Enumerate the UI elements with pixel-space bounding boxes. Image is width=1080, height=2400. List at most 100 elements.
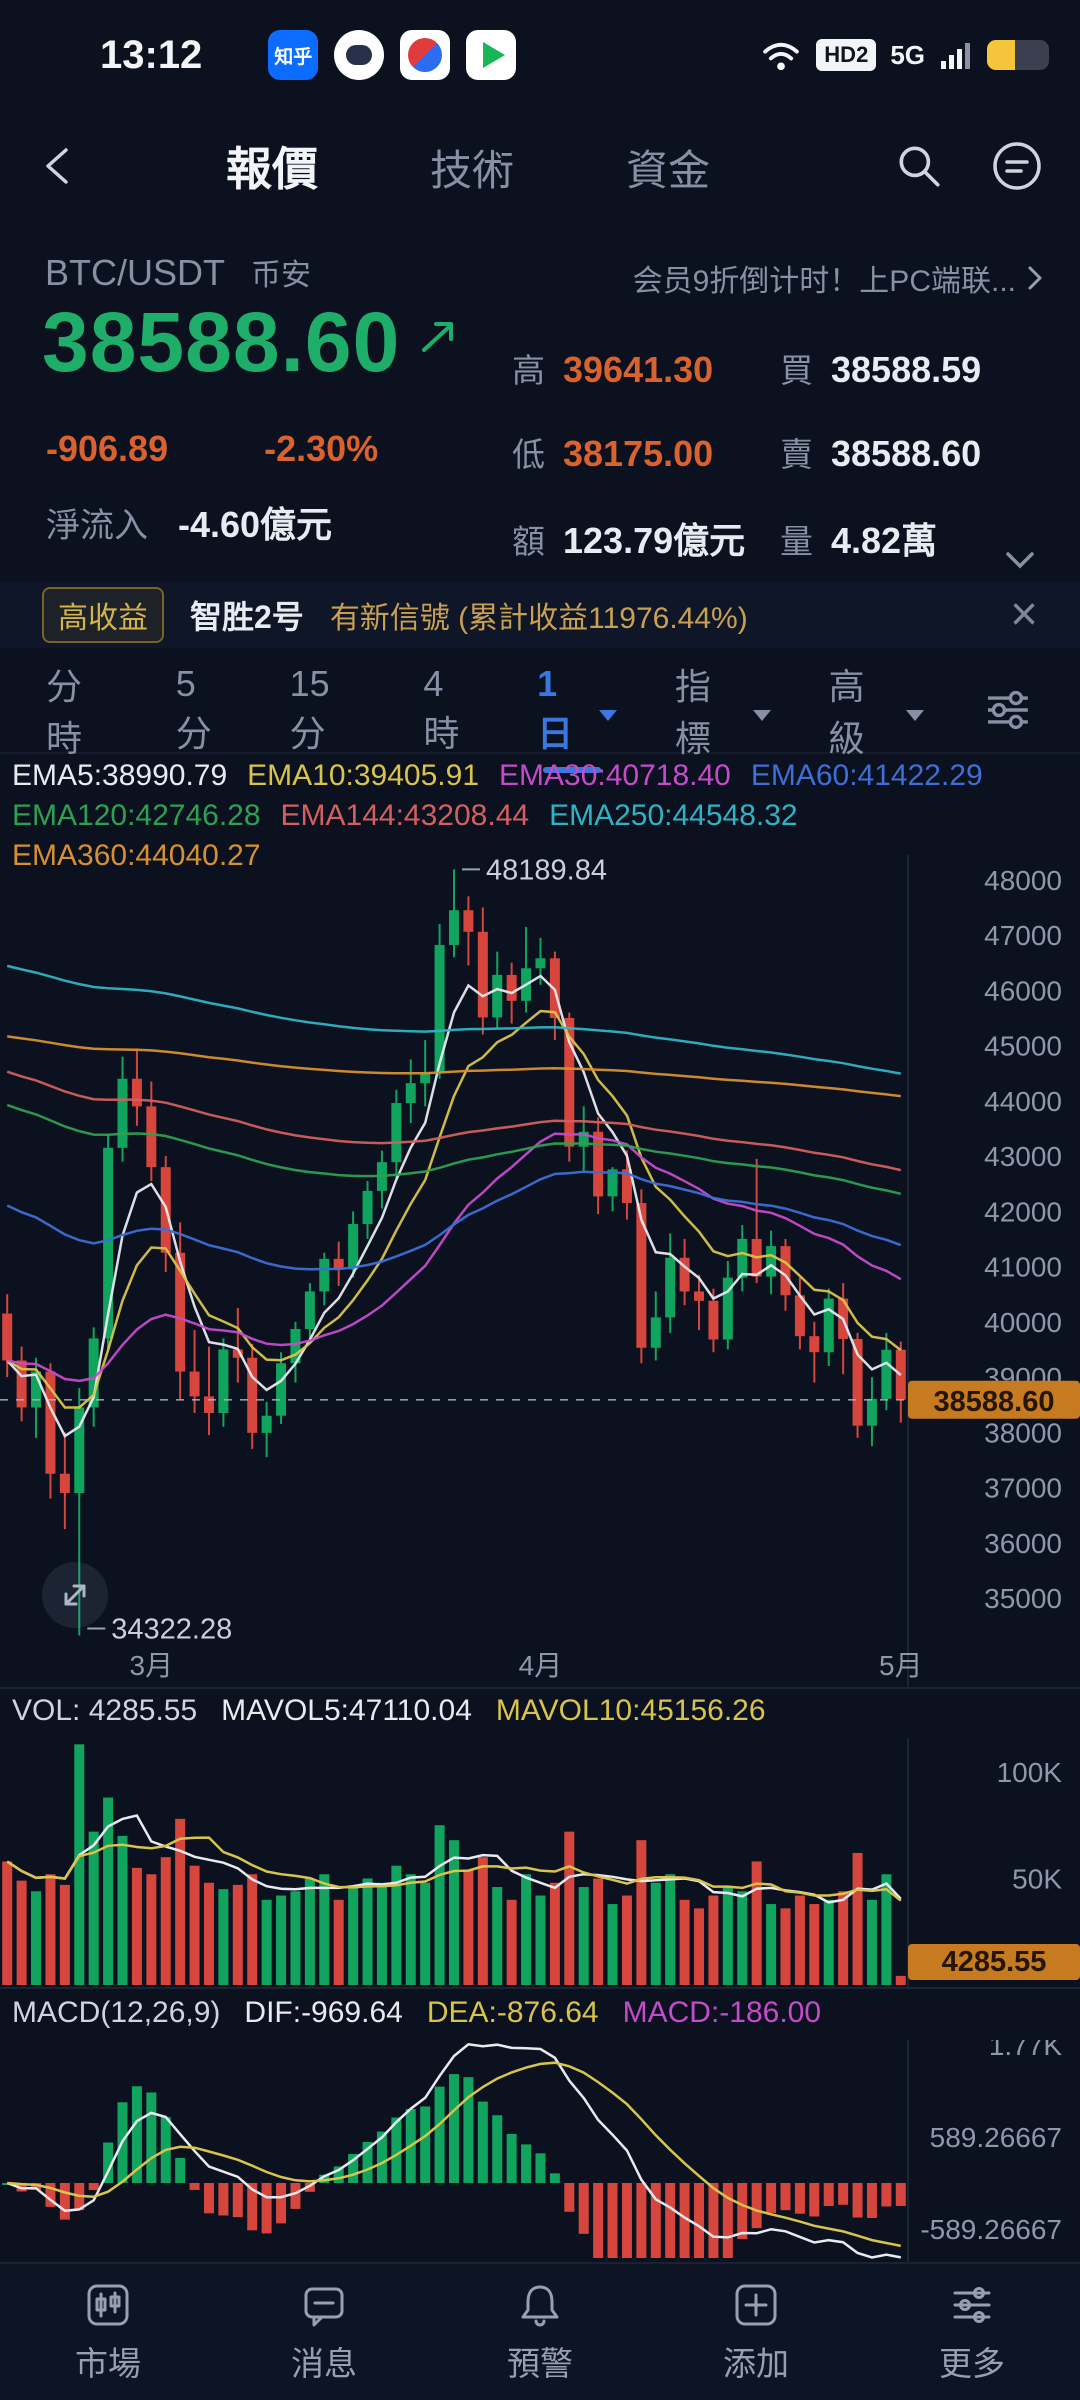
svg-text:44000: 44000: [984, 1086, 1062, 1117]
svg-text:589.26667: 589.26667: [930, 2122, 1062, 2153]
nav-messages[interactable]: 消息: [216, 2264, 432, 2400]
tf-15min[interactable]: 15分: [289, 663, 330, 754]
indicator-settings-icon[interactable]: [982, 688, 1034, 732]
menu-icon[interactable]: [990, 139, 1044, 193]
tab-quotes[interactable]: 報價: [226, 143, 318, 195]
message-icon: [304, 2287, 344, 2327]
nav-tabs: 報價 技術 資金: [226, 133, 710, 199]
ema-label: EMA60:41422.29: [750, 759, 983, 792]
clock: 13:12: [100, 32, 203, 77]
battery-icon: [987, 40, 1049, 70]
chevron-right-icon: [1028, 266, 1042, 290]
promo-banner-link[interactable]: 会员9折倒计时！上PC端联...: [633, 256, 1046, 300]
svg-text:5月: 5月: [879, 1650, 923, 1681]
svg-text:34322.28: 34322.28: [111, 1613, 232, 1645]
add-icon: [735, 2284, 777, 2326]
stat-volume: 量 4.82萬: [780, 520, 938, 561]
stat-bid: 買 38588.59: [780, 349, 982, 390]
nav-add[interactable]: 添加: [648, 2264, 864, 2400]
svg-text:37000: 37000: [984, 1473, 1062, 1504]
ema-label: EMA5:38990.79: [12, 759, 228, 792]
notification-icons: 知乎: [268, 30, 517, 80]
back-icon[interactable]: [36, 142, 84, 190]
tab-technical[interactable]: 技術: [430, 147, 515, 194]
macd-legend: MACD(12,26,9) DIF:-969.64 DEA:-876.64 MA…: [12, 1996, 821, 2030]
svg-text:45000: 45000: [984, 1031, 1062, 1062]
video-app-icon: [466, 30, 517, 80]
svg-text:100K: 100K: [997, 1757, 1063, 1788]
chevron-down-icon: [906, 709, 925, 721]
chevron-down-icon: [752, 709, 771, 721]
ema-label: EMA250:44548.32: [549, 799, 798, 832]
tf-intraday[interactable]: 分時: [46, 666, 83, 759]
svg-text:46000: 46000: [984, 975, 1062, 1006]
svg-text:47000: 47000: [984, 920, 1062, 951]
mavol5-label: MAVOL5:47110.04: [221, 1694, 472, 1727]
price-change-pct: -2.30%: [264, 428, 379, 469]
expand-chart-icon[interactable]: [42, 1562, 108, 1628]
tf-1day[interactable]: 1日: [537, 663, 617, 773]
search-icon[interactable]: [894, 141, 944, 191]
svg-text:-589.26667: -589.26667: [920, 2214, 1062, 2245]
tf-indicators[interactable]: 指標: [675, 658, 771, 762]
zhihu-app-icon: 知乎: [268, 30, 319, 80]
stat-turnover: 額 123.79億元: [512, 520, 746, 561]
status-bar: 13:12 知乎 HD2 5G: [0, 0, 1080, 110]
svg-text:38588.60: 38588.60: [934, 1386, 1055, 1418]
volume-legend: VOL: 4285.55 MAVOL5:47110.04 MAVOL10:451…: [12, 1694, 766, 1728]
tab-funds[interactable]: 資金: [626, 147, 711, 194]
trend-up-icon: [422, 322, 454, 352]
dif-label: DIF:-969.64: [244, 1996, 403, 2029]
svg-text:50K: 50K: [1012, 1864, 1062, 1895]
tf-5min[interactable]: 5分: [175, 663, 212, 754]
svg-text:1.77K: 1.77K: [989, 2040, 1062, 2061]
browser-app-icon: [400, 30, 451, 80]
wifi-icon: [763, 42, 800, 71]
chat-app-icon: [334, 30, 385, 80]
quote-expand-chevron-icon[interactable]: [1000, 548, 1040, 574]
svg-text:48000: 48000: [984, 865, 1062, 896]
more-icon: [953, 2287, 991, 2323]
ema-label: EMA30:40718.40: [499, 759, 731, 792]
vol-value-label: VOL: 4285.55: [12, 1694, 198, 1727]
svg-text:35000: 35000: [984, 1583, 1062, 1614]
strategy-name: 智胜2号: [190, 599, 304, 635]
nav-alerts[interactable]: 預警: [432, 2264, 648, 2400]
price-row: 38588.60: [42, 298, 460, 386]
svg-text:4285.55: 4285.55: [942, 1946, 1047, 1978]
timeframe-tabs: 分時 5分 15分 4時 1日 指標 高級: [0, 663, 1080, 773]
nav-market[interactable]: 市場: [0, 2264, 216, 2400]
hd-volte-badge: HD2: [816, 39, 877, 71]
price-change: -906.89: [46, 428, 169, 469]
ema-label: EMA144:43208.44: [280, 799, 530, 832]
tf-advanced[interactable]: 高級: [829, 658, 925, 762]
signal-banner[interactable]: 高收益 智胜2号 有新信號 (累計收益11976.44%) ×: [0, 582, 1080, 648]
net-inflow-row: 淨流入 -4.60億元: [46, 496, 332, 548]
ema-label: EMA10:39405.91: [247, 759, 479, 792]
macd-title: MACD(12,26,9): [12, 1996, 221, 2029]
stat-ask: 賣 38588.60: [780, 433, 982, 474]
svg-text:48189.84: 48189.84: [486, 855, 607, 886]
svg-text:38000: 38000: [984, 1417, 1062, 1448]
svg-text:42000: 42000: [984, 1196, 1062, 1227]
market-icon: [87, 2284, 129, 2326]
svg-text:36000: 36000: [984, 1528, 1062, 1559]
nav-more[interactable]: 更多: [864, 2264, 1080, 2400]
quote-stats: 高 39641.30 買 38588.59 低 38175.00 賣 38588.60 …: [512, 344, 1060, 564]
ema-label: EMA120:42746.28: [12, 799, 261, 832]
symbol-name: BTC/USDT: [45, 252, 225, 293]
stat-low: 低 38175.00: [512, 433, 714, 474]
macd-value-label: MACD:-186.00: [622, 1996, 822, 2029]
chevron-down-icon: [598, 709, 617, 721]
symbol-row: BTC/USDT 币安: [45, 250, 311, 294]
change-row: -906.89 -2.30%: [46, 428, 378, 470]
net-inflow-label: 淨流入: [46, 507, 148, 545]
close-icon[interactable]: ×: [1009, 588, 1038, 641]
svg-text:40000: 40000: [984, 1307, 1062, 1338]
bottom-nav: 市場 消息 預警 添加: [0, 2262, 1080, 2400]
tf-4hour[interactable]: 4時: [423, 663, 460, 754]
high-yield-badge: 高收益: [42, 587, 164, 643]
stat-high: 高 39641.30: [512, 349, 714, 390]
svg-text:43000: 43000: [984, 1141, 1062, 1172]
